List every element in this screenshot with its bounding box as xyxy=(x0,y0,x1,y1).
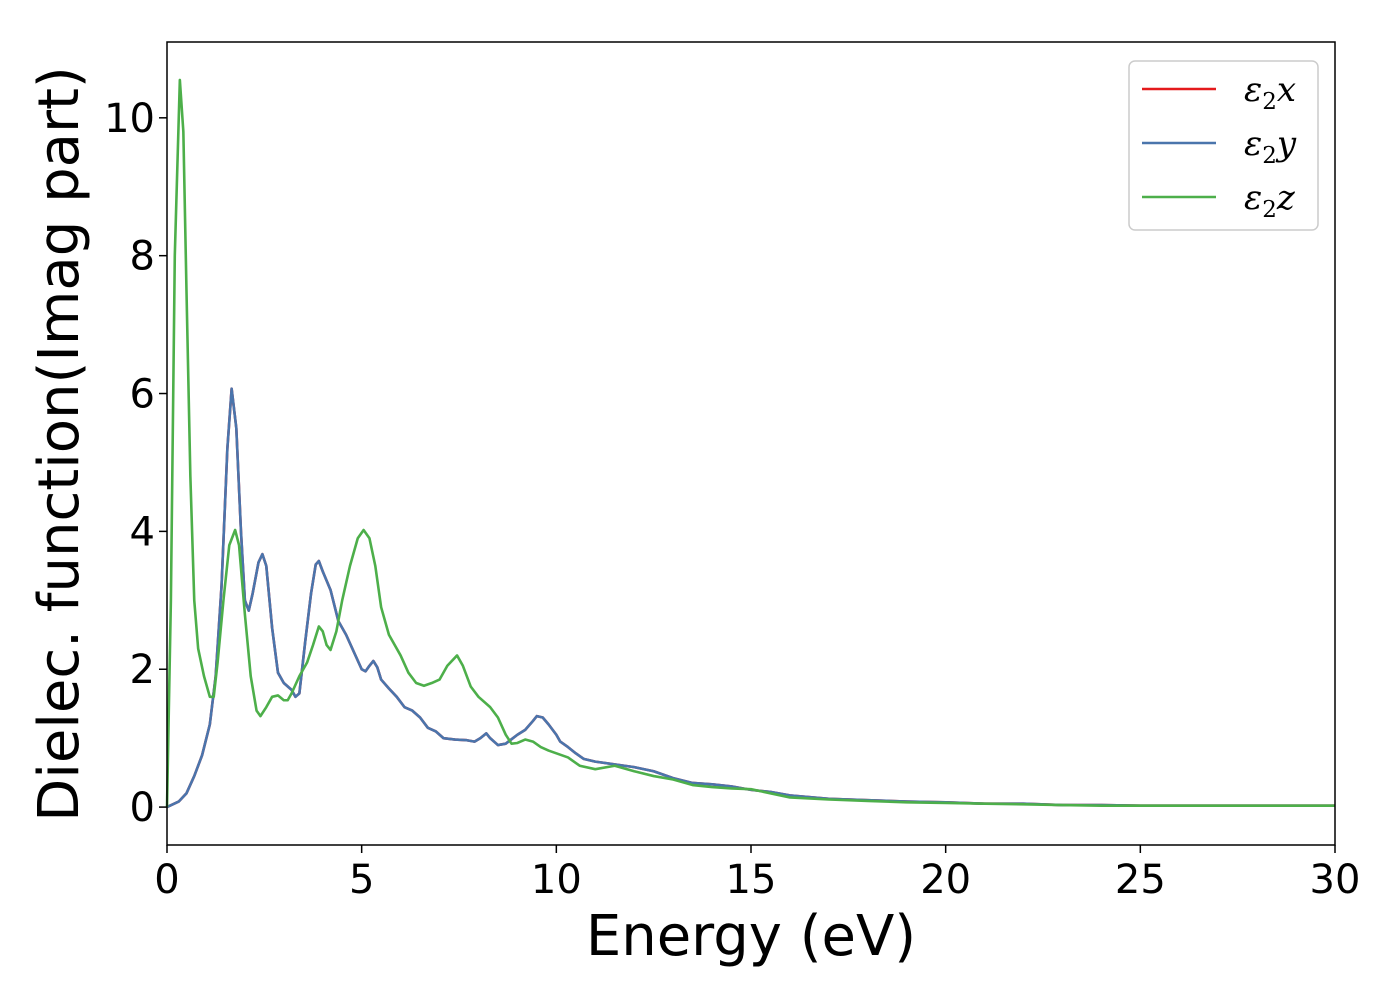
y-axis-ticks: 0 2 4 6 8 10 xyxy=(104,96,167,831)
x-tick-label-5: 25 xyxy=(1115,857,1166,903)
series-layer xyxy=(165,78,1335,809)
y-tick-label-1: 2 xyxy=(130,647,155,693)
x-tick-label-2: 10 xyxy=(531,857,582,903)
x-axis-ticks: 0 5 10 15 20 25 30 xyxy=(154,845,1360,903)
y-axis-label: Dielec. function(Imag part) xyxy=(27,66,92,822)
legend-label-z: ε2z xyxy=(1244,178,1296,223)
y-tick-label-5: 10 xyxy=(104,96,155,142)
x-tick-label-6: 30 xyxy=(1310,857,1361,903)
x-tick-label-4: 20 xyxy=(920,857,971,903)
y-tick-label-4: 8 xyxy=(130,234,155,280)
legend: ε2x ε2y ε2z xyxy=(1128,60,1319,231)
legend-label-y: ε2y xyxy=(1244,124,1297,169)
series-line-z xyxy=(165,78,1335,808)
y-tick-label-3: 6 xyxy=(130,372,155,418)
x-tick-label-3: 15 xyxy=(726,857,777,903)
legend-box xyxy=(1128,60,1319,231)
series-line-y xyxy=(166,387,1335,809)
legend-label-x: ε2x xyxy=(1244,70,1296,115)
y-tick-label-0: 0 xyxy=(130,785,155,831)
x-tick-label-0: 0 xyxy=(154,857,179,903)
x-tick-label-1: 5 xyxy=(349,857,374,903)
x-axis-label: Energy (eV) xyxy=(586,904,916,969)
y-tick-label-2: 4 xyxy=(130,509,155,555)
